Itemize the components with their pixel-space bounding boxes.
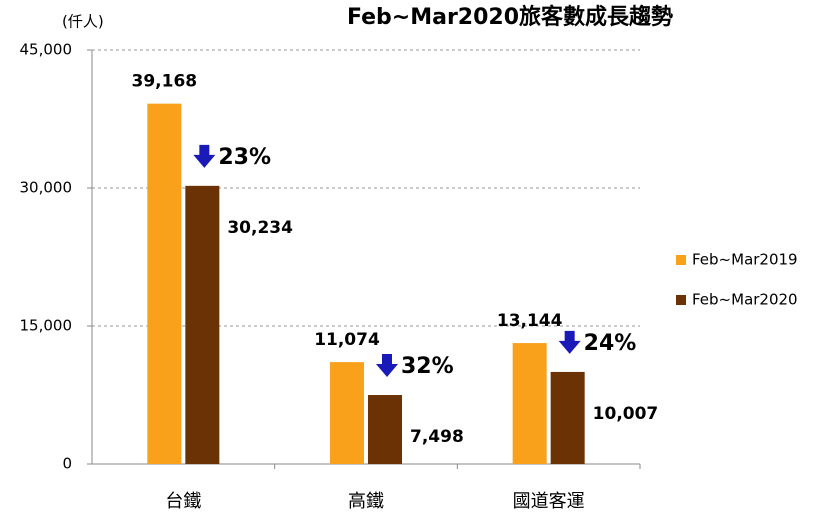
bar (185, 185, 220, 464)
bar (147, 103, 182, 464)
bar (330, 362, 364, 464)
y-tick-label: 15,000 (20, 317, 73, 335)
y-tick-label: 30,000 (20, 179, 73, 197)
data-label: 10,007 (593, 404, 659, 424)
data-label: 39,168 (132, 72, 198, 92)
bar (550, 371, 585, 464)
down-arrow (376, 354, 398, 378)
legend-swatch (676, 295, 686, 305)
y-tick-label: 45,000 (20, 41, 73, 59)
down-arrow (558, 330, 581, 354)
legend-label: Feb~Mar2019 (692, 251, 798, 269)
data-label: 13,144 (497, 311, 563, 331)
bar (368, 395, 402, 464)
data-label: 7,498 (410, 427, 464, 447)
data-label: 11,074 (314, 330, 380, 350)
x-tick-label: 高鐵 (348, 491, 384, 512)
bar (512, 343, 547, 464)
legend-swatch (676, 255, 686, 265)
x-tick-label: 國道客運 (513, 491, 585, 512)
data-label: 30,234 (227, 218, 293, 238)
annotation: 23% (218, 145, 271, 170)
x-tick-label: 台鐵 (165, 491, 201, 512)
annotation: 24% (584, 331, 637, 356)
y-tick-label: 0 (62, 455, 72, 473)
down-arrow (193, 144, 216, 168)
legend-label: Feb~Mar2020 (692, 291, 798, 309)
chart-title: Feb~Mar2020旅客數成長趨勢 (347, 4, 673, 30)
annotation: 32% (401, 354, 454, 379)
y-axis-label: (仟人) (62, 13, 104, 31)
